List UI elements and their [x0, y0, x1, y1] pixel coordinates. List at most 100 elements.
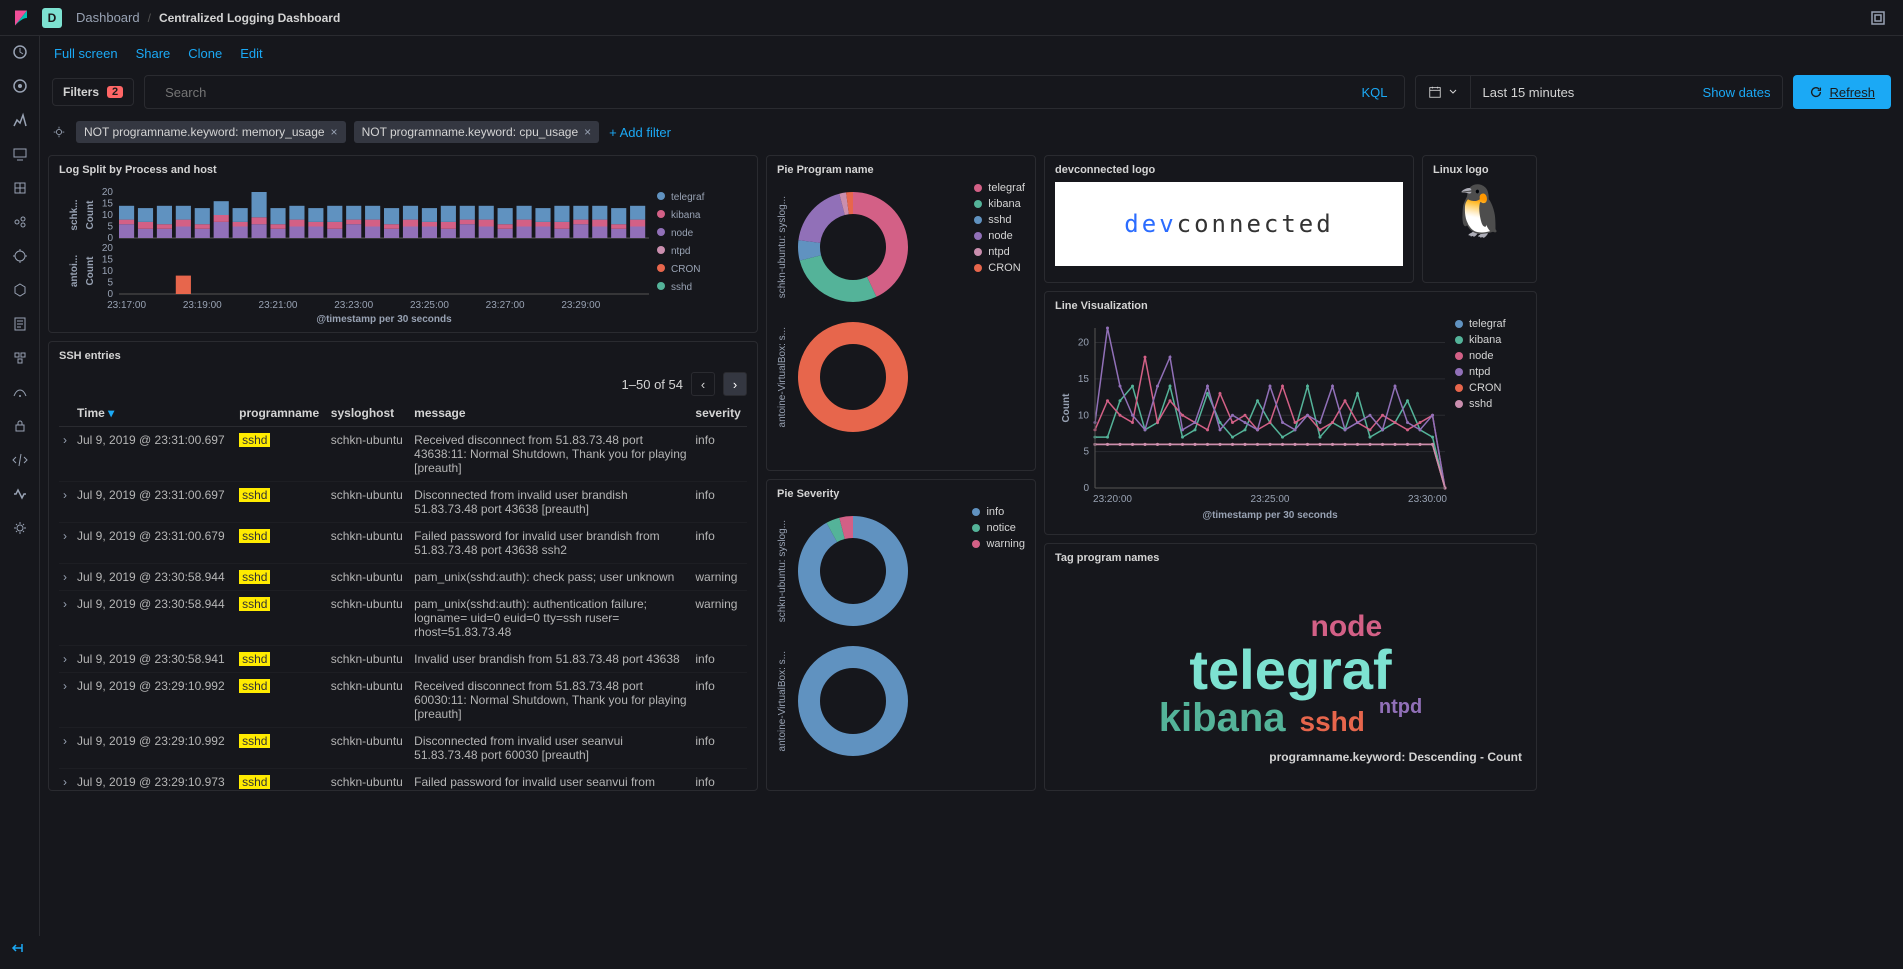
kql-label[interactable]: KQL [1362, 85, 1388, 100]
fullscreen-link[interactable]: Full screen [54, 46, 118, 61]
table-row[interactable]: › Jul 9, 2019 @ 23:31:00.679 sshd schkn-… [59, 523, 747, 564]
filter-pill[interactable]: NOT programname.keyword: memory_usage× [76, 121, 346, 143]
time-picker[interactable]: Last 15 minutes Show dates [1415, 75, 1784, 109]
col-header[interactable]: severity [691, 400, 747, 427]
cell-time: Jul 9, 2019 @ 23:31:00.697 [73, 427, 235, 482]
col-header[interactable]: programname [235, 400, 327, 427]
collapse-nav-icon[interactable] [10, 940, 26, 959]
cell-program: sshd [235, 728, 327, 769]
svg-text:20: 20 [102, 187, 114, 198]
table-row[interactable]: › Jul 9, 2019 @ 23:29:10.973 sshd schkn-… [59, 769, 747, 792]
panel-tag-cloud: Tag program names node telegraf kibana s… [1044, 543, 1537, 791]
legend-item[interactable]: telegraf [1455, 318, 1506, 330]
legend-item[interactable]: sshd [974, 214, 1025, 226]
col-header[interactable]: message [410, 400, 691, 427]
next-page-button[interactable]: › [723, 372, 747, 396]
share-link[interactable]: Share [136, 46, 171, 61]
cell-program: sshd [235, 523, 327, 564]
table-row[interactable]: › Jul 9, 2019 @ 23:31:00.697 sshd schkn-… [59, 427, 747, 482]
cell-severity: info [691, 728, 747, 769]
filters-box[interactable]: Filters 2 [52, 78, 134, 106]
canvas-icon[interactable] [12, 146, 28, 162]
col-header[interactable]: Time ▾ [73, 400, 235, 427]
table-pagination: 1–50 of 54 ‹ › [59, 368, 747, 400]
tag-cloud: node telegraf kibana sshd ntpd [1055, 570, 1526, 750]
tag[interactable]: ntpd [1379, 697, 1422, 717]
uptime-icon[interactable] [12, 350, 28, 366]
expand-icon[interactable]: › [59, 673, 73, 728]
expand-icon[interactable]: › [59, 564, 73, 591]
legend-item[interactable]: telegraf [974, 182, 1025, 194]
legend-item[interactable]: CRON [1455, 382, 1506, 394]
edit-link[interactable]: Edit [240, 46, 262, 61]
expand-icon[interactable]: › [59, 646, 73, 673]
filter-pill[interactable]: NOT programname.keyword: cpu_usage× [354, 121, 600, 143]
refresh-label: Refresh [1829, 85, 1875, 100]
svg-text:10: 10 [102, 266, 114, 277]
discover-icon[interactable] [12, 44, 28, 60]
remove-filter-icon[interactable]: × [584, 125, 591, 139]
show-dates-link[interactable]: Show dates [1691, 76, 1783, 108]
monitoring-icon[interactable] [12, 486, 28, 502]
legend-item[interactable]: CRON [974, 262, 1025, 274]
cell-severity: info [691, 769, 747, 792]
space-badge[interactable]: D [42, 8, 62, 28]
refresh-button[interactable]: Refresh [1793, 75, 1891, 109]
legend-item[interactable]: ntpd [1455, 366, 1506, 378]
legend-item[interactable]: kibana [1455, 334, 1506, 346]
tag[interactable]: kibana [1159, 698, 1286, 738]
table-row[interactable]: › Jul 9, 2019 @ 23:29:10.992 sshd schkn-… [59, 728, 747, 769]
cloud-subtitle: programname.keyword: Descending - Count [1055, 750, 1526, 764]
prev-page-button[interactable]: ‹ [691, 372, 715, 396]
fullscreen-icon[interactable] [1865, 5, 1891, 31]
logs-icon[interactable] [12, 282, 28, 298]
expand-icon[interactable]: › [59, 591, 73, 646]
dashboard-icon[interactable] [12, 112, 28, 128]
legend-item[interactable]: node [974, 230, 1025, 242]
legend-item[interactable]: ntpd [974, 246, 1025, 258]
expand-icon[interactable]: › [59, 728, 73, 769]
ml-icon[interactable] [12, 214, 28, 230]
table-row[interactable]: › Jul 9, 2019 @ 23:31:00.697 sshd schkn-… [59, 482, 747, 523]
panel-pie-program: Pie Program name schkn-ubuntu: syslog...… [766, 155, 1036, 471]
infra-icon[interactable] [12, 248, 28, 264]
svg-text:@timestamp per 30 seconds: @timestamp per 30 seconds [1202, 510, 1338, 521]
host-label: antoine-VirtualBox: s... [777, 651, 788, 751]
calendar-icon[interactable] [1416, 76, 1471, 108]
visualize-icon[interactable] [12, 78, 28, 94]
left-nav [0, 36, 40, 936]
cell-host: schkn-ubuntu [327, 591, 410, 646]
breadcrumb-section[interactable]: Dashboard [76, 10, 140, 25]
filter-count-badge: 2 [107, 86, 123, 98]
legend-item[interactable]: node [1455, 350, 1506, 362]
dev-tools-icon[interactable] [12, 452, 28, 468]
cell-program: sshd [235, 427, 327, 482]
legend-item[interactable]: info [972, 506, 1025, 518]
tag[interactable]: sshd [1300, 708, 1365, 736]
expand-icon[interactable]: › [59, 482, 73, 523]
table-row[interactable]: › Jul 9, 2019 @ 23:30:58.944 sshd schkn-… [59, 564, 747, 591]
legend-item[interactable]: notice [972, 522, 1025, 534]
filter-settings-icon[interactable] [52, 125, 66, 139]
table-row[interactable]: › Jul 9, 2019 @ 23:30:58.941 sshd schkn-… [59, 646, 747, 673]
remove-filter-icon[interactable]: × [331, 125, 338, 139]
management-icon[interactable] [12, 520, 28, 536]
expand-icon[interactable]: › [59, 427, 73, 482]
table-row[interactable]: › Jul 9, 2019 @ 23:30:58.944 sshd schkn-… [59, 591, 747, 646]
filters-label: Filters [63, 85, 99, 99]
apm-icon[interactable] [12, 316, 28, 332]
maps-icon[interactable] [12, 180, 28, 196]
search-input[interactable] [155, 76, 1361, 108]
clone-link[interactable]: Clone [188, 46, 222, 61]
legend-item[interactable]: sshd [1455, 398, 1506, 410]
legend-item[interactable]: warning [972, 538, 1025, 550]
expand-icon[interactable]: › [59, 769, 73, 792]
table-row[interactable]: › Jul 9, 2019 @ 23:29:10.992 sshd schkn-… [59, 673, 747, 728]
expand-icon[interactable]: › [59, 523, 73, 564]
add-filter-link[interactable]: + Add filter [609, 125, 671, 140]
tag[interactable]: telegraf [1189, 638, 1391, 701]
security-icon[interactable] [12, 418, 28, 434]
col-header[interactable]: sysloghost [327, 400, 410, 427]
legend-item[interactable]: kibana [974, 198, 1025, 210]
siem-icon[interactable] [12, 384, 28, 400]
